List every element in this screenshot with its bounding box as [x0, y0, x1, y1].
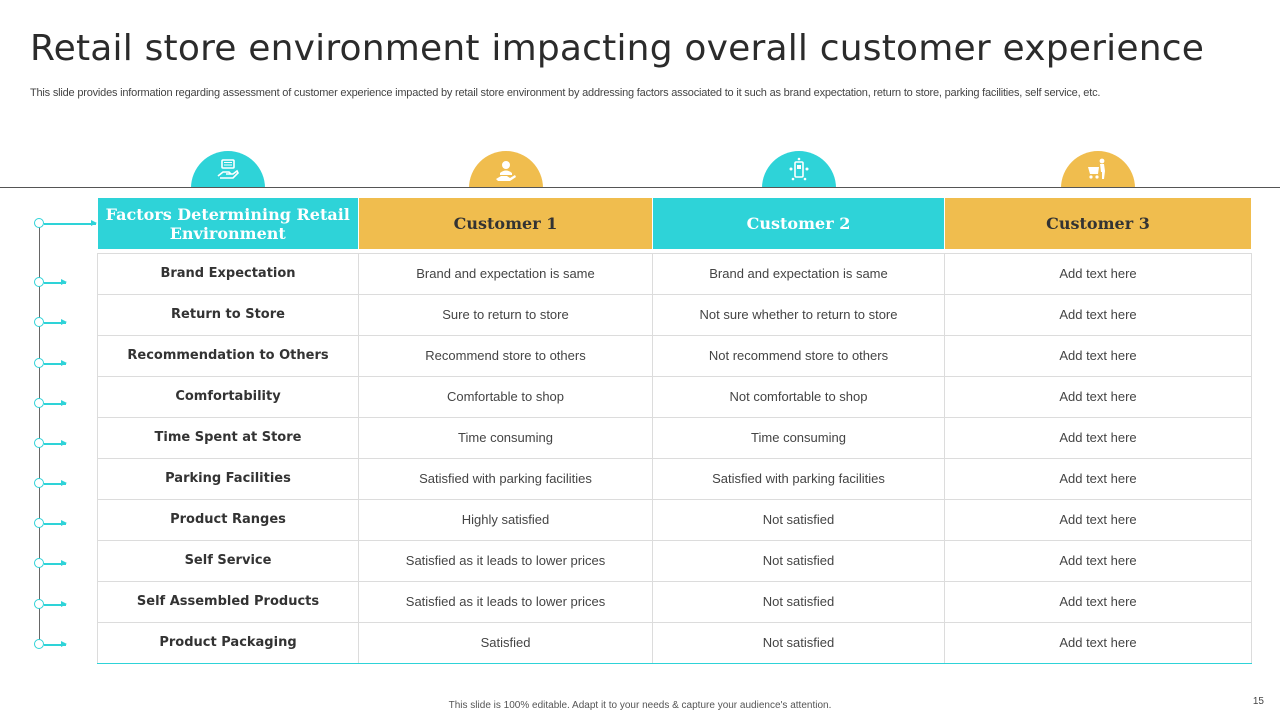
timeline-line — [39, 223, 40, 645]
comparison-table: Factors Determining Retail Environment C… — [97, 198, 1252, 664]
page-number: 15 — [1252, 696, 1264, 707]
table-row: Self Assembled Products Satisfied as it … — [97, 580, 1252, 623]
customer-3-cell: Add text here — [944, 539, 1252, 582]
customer-2-cell: Not comfortable to shop — [652, 375, 945, 418]
customer-3-cell: Add text here — [944, 621, 1252, 664]
customer-1-cell: Recommend store to others — [358, 334, 653, 377]
table-row: Time Spent at Store Time consuming Time … — [97, 416, 1252, 459]
footer-note: This slide is 100% editable. Adapt it to… — [448, 700, 832, 711]
factor-cell: Return to Store — [97, 293, 359, 336]
customer-2-cell: Brand and expectation is same — [652, 252, 945, 295]
customer-1-cell: Satisfied with parking facilities — [358, 457, 653, 500]
customer-2-cell: Not satisfied — [652, 539, 945, 582]
header-divider — [0, 187, 1280, 188]
customer-1-cell: Highly satisfied — [358, 498, 653, 541]
customer-2-cell: Not sure whether to return to store — [652, 293, 945, 336]
table-row: Recommendation to Others Recommend store… — [97, 334, 1252, 377]
factor-cell: Self Assembled Products — [97, 580, 359, 623]
customer-3-cell: Add text here — [944, 334, 1252, 377]
table-row: Return to Store Sure to return to store … — [97, 293, 1252, 336]
header-factors: Factors Determining Retail Environment — [97, 198, 359, 249]
factor-cell: Brand Expectation — [97, 252, 359, 295]
customer-2-cell: Not recommend store to others — [652, 334, 945, 377]
table-row: Self Service Satisfied as it leads to lo… — [97, 539, 1252, 582]
header-customer-3: Customer 3 — [944, 198, 1252, 249]
customer-3-cell: Add text here — [944, 498, 1252, 541]
factor-cell: Product Ranges — [97, 498, 359, 541]
customer-3-cell: Add text here — [944, 293, 1252, 336]
customer-1-cell: Satisfied as it leads to lower prices — [358, 539, 653, 582]
factor-cell: Time Spent at Store — [97, 416, 359, 459]
shopping-cart-person-icon — [1061, 151, 1135, 188]
customer-3-cell: Add text here — [944, 580, 1252, 623]
factor-cell: Comfortability — [97, 375, 359, 418]
slide-subtitle: This slide provides information regardin… — [30, 87, 1101, 99]
customer-3-cell: Add text here — [944, 416, 1252, 459]
factor-cell: Parking Facilities — [97, 457, 359, 500]
customer-1-cell: Satisfied as it leads to lower prices — [358, 580, 653, 623]
customer-2-cell: Not satisfied — [652, 498, 945, 541]
customer-1-cell: Brand and expectation is same — [358, 252, 653, 295]
customer-2-cell: Time consuming — [652, 416, 945, 459]
factor-cell: Recommendation to Others — [97, 334, 359, 377]
factor-cell: Product Packaging — [97, 621, 359, 664]
table-row: Product Ranges Highly satisfied Not sati… — [97, 498, 1252, 541]
customer-3-cell: Add text here — [944, 252, 1252, 295]
customer-3-cell: Add text here — [944, 375, 1252, 418]
table-row: Product Packaging Satisfied Not satisfie… — [97, 621, 1252, 664]
mobile-shopping-icon — [762, 151, 836, 188]
customer-2-cell: Satisfied with parking facilities — [652, 457, 945, 500]
slide-title: Retail store environment impacting overa… — [30, 28, 1205, 69]
table-row: Parking Facilities Satisfied with parkin… — [97, 457, 1252, 500]
table-row: Comfortability Comfortable to shop Not c… — [97, 375, 1252, 418]
table-row: Brand Expectation Brand and expectation … — [97, 252, 1252, 295]
header-customer-1: Customer 1 — [358, 198, 653, 249]
customer-1-cell: Time consuming — [358, 416, 653, 459]
table-header-row: Factors Determining Retail Environment C… — [97, 198, 1252, 249]
customer-1-cell: Satisfied — [358, 621, 653, 664]
customer-1-cell: Comfortable to shop — [358, 375, 653, 418]
header-customer-2: Customer 2 — [652, 198, 945, 249]
customer-service-icon — [469, 151, 543, 188]
customer-2-cell: Not satisfied — [652, 621, 945, 664]
factor-cell: Self Service — [97, 539, 359, 582]
customer-1-cell: Sure to return to store — [358, 293, 653, 336]
customer-3-cell: Add text here — [944, 457, 1252, 500]
money-hand-icon — [191, 151, 265, 188]
customer-2-cell: Not satisfied — [652, 580, 945, 623]
